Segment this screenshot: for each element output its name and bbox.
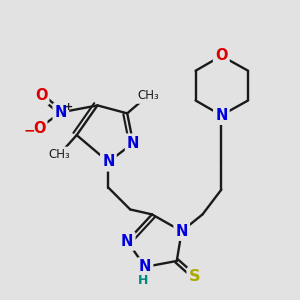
Text: N: N <box>127 136 139 151</box>
Text: N: N <box>55 105 67 120</box>
Text: H: H <box>138 274 148 287</box>
Text: O: O <box>33 121 45 136</box>
Text: O: O <box>215 48 228 63</box>
Text: −: − <box>23 123 35 137</box>
Text: N: N <box>176 224 188 239</box>
Text: N: N <box>102 154 115 169</box>
Text: CH₃: CH₃ <box>137 89 159 102</box>
Text: N: N <box>121 234 134 249</box>
Text: S: S <box>189 269 200 284</box>
Text: O: O <box>35 88 47 103</box>
Text: N: N <box>139 260 151 274</box>
Text: +: + <box>64 102 74 112</box>
Text: N: N <box>215 108 227 123</box>
Text: CH₃: CH₃ <box>48 148 70 161</box>
